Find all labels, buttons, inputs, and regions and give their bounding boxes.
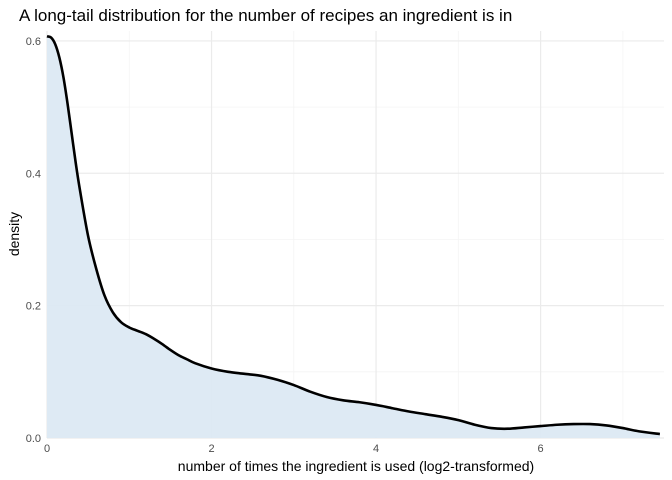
density-curve [46, 35, 661, 436]
density-area [47, 36, 660, 438]
y-tick-label: 0.0 [26, 433, 41, 445]
y-tick-label: 0.4 [26, 168, 41, 180]
x-tick-label: 4 [373, 443, 379, 455]
y-tick-label: 0.6 [26, 36, 41, 48]
x-axis-label: number of times the ingredient is used (… [178, 458, 534, 474]
chart-title: A long-tail distribution for the number … [19, 6, 512, 25]
x-tick-label: 6 [538, 443, 544, 455]
y-tick-label: 0.2 [26, 301, 41, 313]
x-tick-label: 0 [44, 443, 50, 455]
x-axis-ticks: 0 2 4 6 [44, 443, 544, 455]
y-axis-label: density [6, 212, 22, 256]
x-tick-label: 2 [208, 443, 214, 455]
y-axis-ticks: 0.0 0.2 0.4 0.6 [26, 36, 41, 445]
